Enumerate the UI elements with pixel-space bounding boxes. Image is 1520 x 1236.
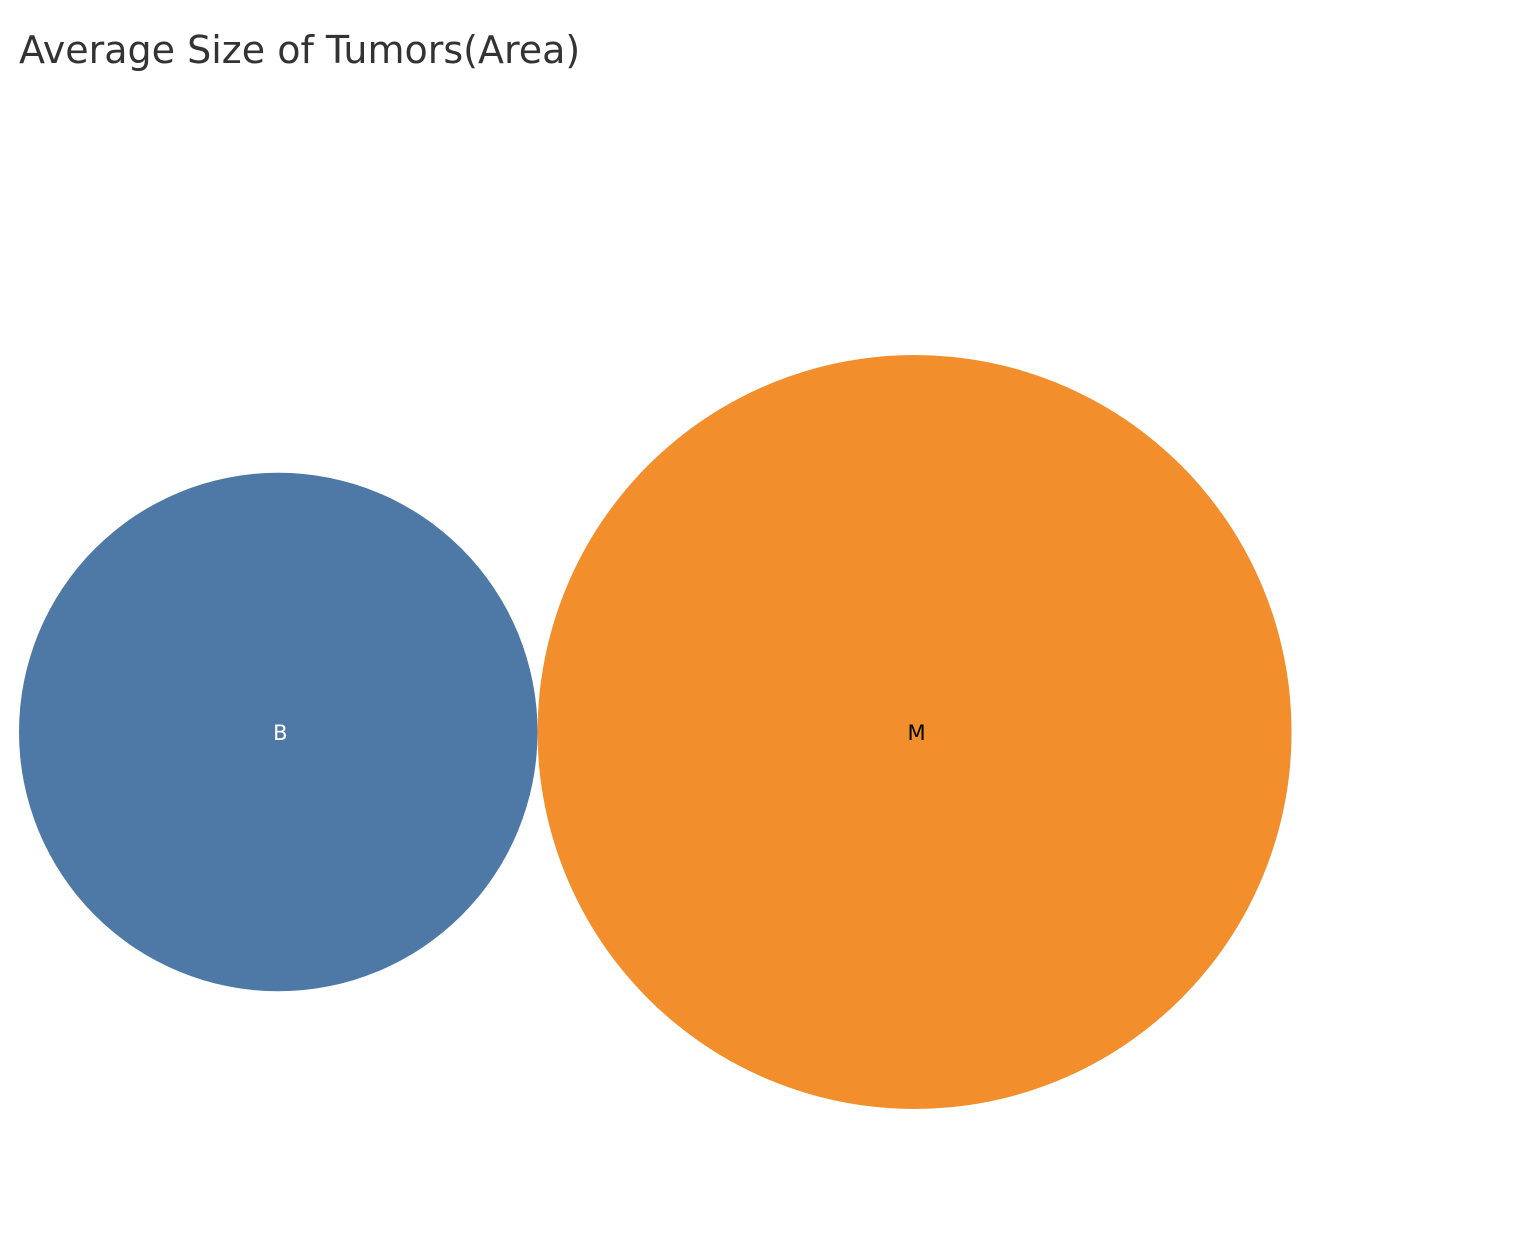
bubble-label-m: M <box>908 721 926 745</box>
bubble-label-b: B <box>273 721 287 745</box>
bubble-circle-b[interactable] <box>19 472 538 992</box>
bubble-circle-m[interactable] <box>537 355 1292 1109</box>
bubble-m[interactable]: M <box>537 355 1292 1109</box>
chart-title: Average Size of Tumors(Area) <box>19 28 581 72</box>
bubble-b[interactable]: B <box>19 472 538 992</box>
